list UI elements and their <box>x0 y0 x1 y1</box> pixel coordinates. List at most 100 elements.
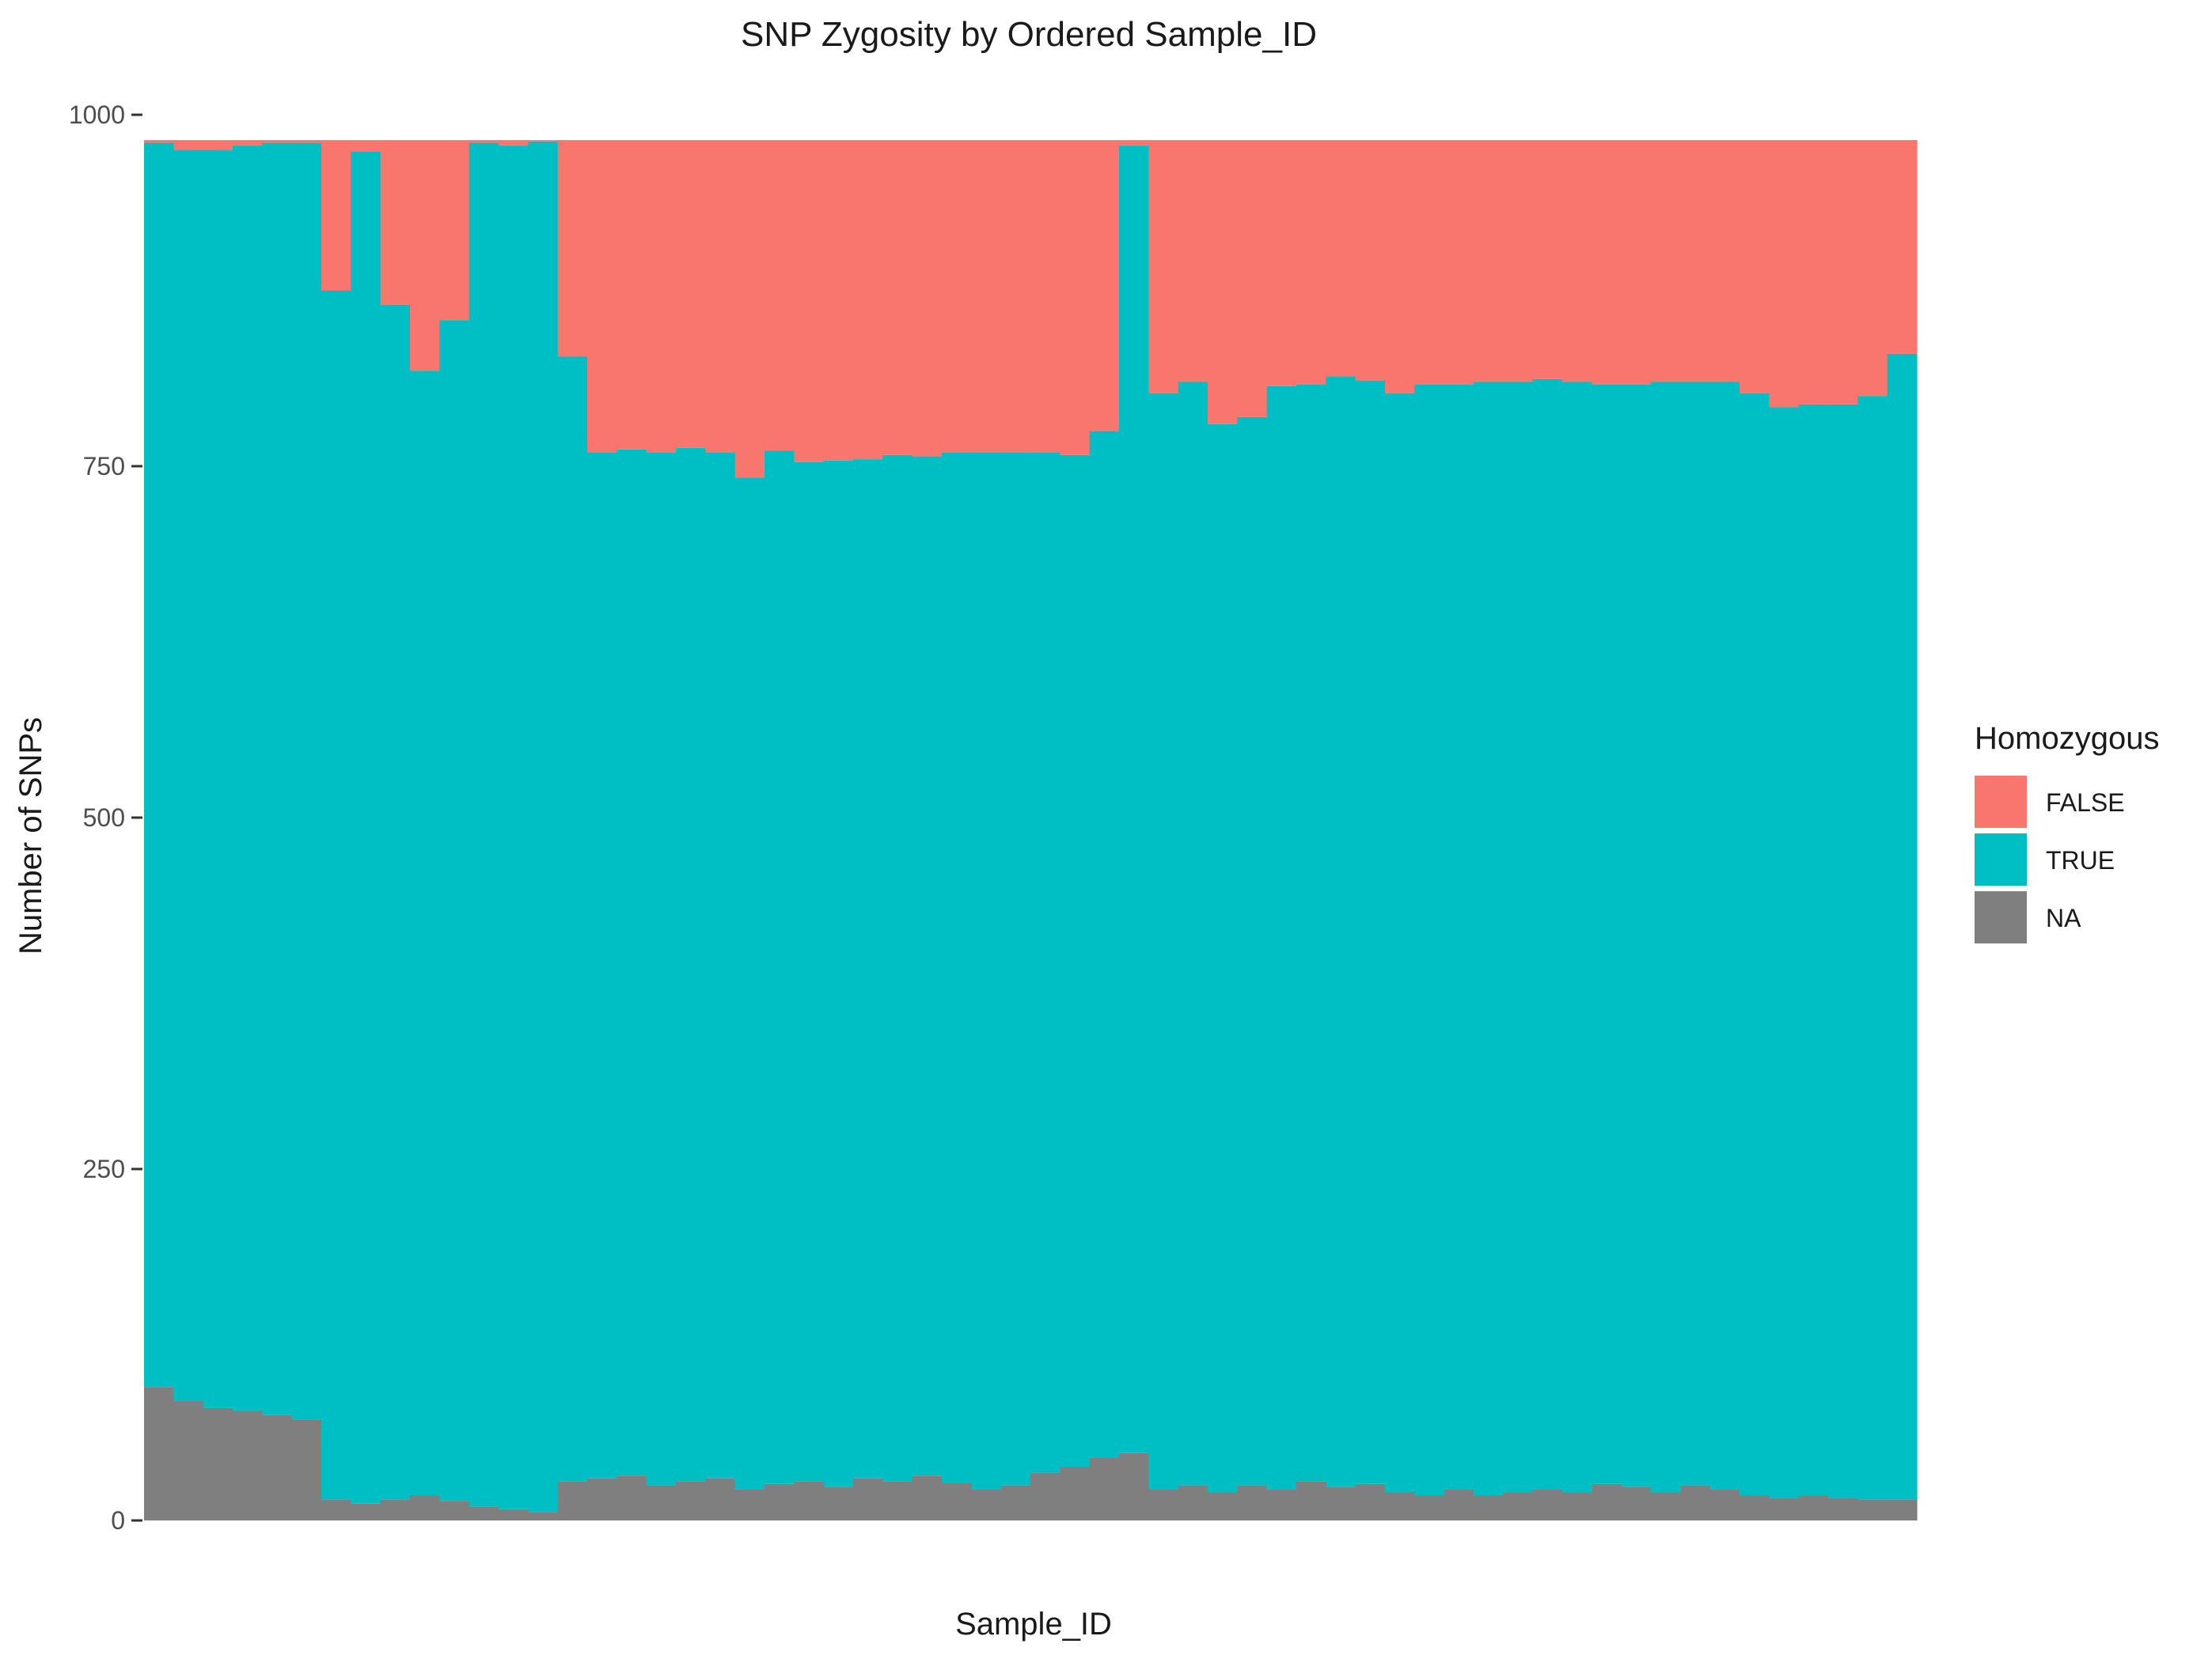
bar-segment-na <box>1651 1492 1681 1520</box>
bar-segment-true <box>587 452 617 1478</box>
bar-segment-true <box>173 150 204 1402</box>
bar-segment-true <box>942 452 972 1483</box>
bar-segment-false <box>1680 139 1711 382</box>
bar-segment-true <box>971 452 1002 1490</box>
bar-segment-false <box>734 139 765 478</box>
bar-segment-na <box>1326 1486 1356 1520</box>
bar-segment-false <box>410 139 440 371</box>
bar-segment-na <box>1089 1457 1120 1520</box>
bar-segment-na <box>1208 1492 1238 1520</box>
y-tick-label: 1000 <box>69 101 125 129</box>
bar-segment-na <box>1237 1485 1268 1520</box>
bar-segment-true <box>617 449 647 1476</box>
bar-segment-false <box>1237 139 1268 417</box>
bar-segment-false <box>439 139 470 321</box>
bar-segment-true <box>1237 416 1268 1486</box>
chart-title: SNP Zygosity by Ordered Sample_ID <box>741 15 1317 54</box>
bar-segment-true <box>1503 381 1534 1493</box>
bar-segment-na <box>765 1483 795 1520</box>
bar-segment-na <box>262 1414 293 1520</box>
bar-segment-false <box>853 139 883 460</box>
bar-segment-false <box>617 139 647 450</box>
bar-segment-false <box>1621 139 1652 385</box>
legend-swatch-true <box>1975 833 2027 886</box>
legend-swatch-na <box>1975 891 2027 943</box>
bar-segment-na <box>1621 1486 1652 1520</box>
bar-segment-true <box>734 477 765 1490</box>
legend-title: Homozygous <box>1975 721 2159 756</box>
bar-segment-true <box>646 452 677 1486</box>
bar-segment-false <box>912 139 943 457</box>
bar-segment-false <box>499 139 529 146</box>
bar-segment-false <box>1326 139 1356 377</box>
y-axis: 0 250 500 750 1000 <box>69 101 142 1535</box>
bar-segment-na <box>587 1478 617 1520</box>
legend: Homozygous FALSE TRUE NA <box>1975 721 2159 943</box>
bar-segment-false <box>1060 139 1091 455</box>
bar-segment-true <box>1680 381 1711 1486</box>
bar-segment-na <box>499 1509 529 1520</box>
bar-segment-true <box>262 142 293 1415</box>
bar-segment-true <box>1385 393 1415 1493</box>
bar-segment-na <box>823 1486 854 1520</box>
bar-segment-true <box>1178 381 1208 1486</box>
bar-segment-na <box>1444 1489 1474 1520</box>
bar-segment-na <box>291 1419 322 1520</box>
bar-segment-na <box>1000 1485 1031 1520</box>
bar-segment-false <box>291 139 322 143</box>
bar-segment-false <box>380 139 411 305</box>
bar-segment-false <box>144 139 174 143</box>
bar-segment-false <box>1178 139 1208 382</box>
y-tick-label: 750 <box>83 452 125 480</box>
bar-segment-false <box>1887 139 1918 354</box>
bar-segment-false <box>1709 139 1740 382</box>
bar-segment-true <box>203 150 233 1408</box>
bar-segment-na <box>1769 1497 1800 1520</box>
x-axis-title: Sample_ID <box>955 1607 1112 1642</box>
bar-segment-false <box>1030 139 1060 453</box>
bar-segment-na <box>1592 1483 1622 1520</box>
bars-group <box>144 139 1918 1520</box>
bar-segment-true <box>1740 393 1770 1496</box>
bar-segment-na <box>676 1481 706 1520</box>
bar-segment-true <box>1208 423 1238 1493</box>
bar-segment-false <box>1857 139 1888 397</box>
bar-segment-na <box>1119 1452 1149 1520</box>
legend-label-na: NA <box>2046 904 2081 932</box>
bar-segment-true <box>321 290 351 1500</box>
bar-segment-false <box>765 139 795 451</box>
bar-segment-na <box>1414 1495 1445 1520</box>
bar-segment-na <box>646 1485 677 1520</box>
bar-segment-true <box>1857 396 1888 1500</box>
bar-segment-true <box>1119 146 1149 1453</box>
bar-segment-true <box>794 461 825 1482</box>
bar-segment-true <box>882 454 913 1482</box>
bar-segment-true <box>1355 380 1386 1484</box>
bar-segment-na <box>233 1410 263 1520</box>
bar-segment-na <box>469 1506 499 1520</box>
bar-segment-true <box>144 142 174 1387</box>
bar-segment-false <box>971 139 1002 453</box>
bar-segment-false <box>203 139 233 150</box>
bar-segment-true <box>1887 353 1918 1500</box>
bar-segment-true <box>291 142 322 1420</box>
bar-segment-true <box>765 450 795 1484</box>
y-tick-label: 500 <box>83 803 125 832</box>
bar-segment-na <box>1680 1485 1711 1520</box>
bar-segment-true <box>1266 385 1297 1490</box>
bar-segment-na <box>1857 1499 1888 1520</box>
bar-segment-false <box>587 139 617 453</box>
bar-segment-na <box>1266 1489 1297 1520</box>
bar-segment-true <box>1326 376 1356 1487</box>
bar-segment-true <box>1709 381 1740 1490</box>
bar-segment-false <box>705 139 736 453</box>
bar-segment-na <box>1060 1467 1091 1520</box>
bar-segment-false <box>1000 139 1031 453</box>
bar-segment-false <box>1355 139 1386 381</box>
bar-segment-false <box>1769 139 1800 408</box>
bar-segment-false <box>1414 139 1445 385</box>
bar-segment-na <box>144 1387 174 1520</box>
bar-segment-true <box>439 320 470 1501</box>
bar-segment-na <box>1296 1481 1326 1520</box>
bar-segment-na <box>1740 1495 1770 1520</box>
